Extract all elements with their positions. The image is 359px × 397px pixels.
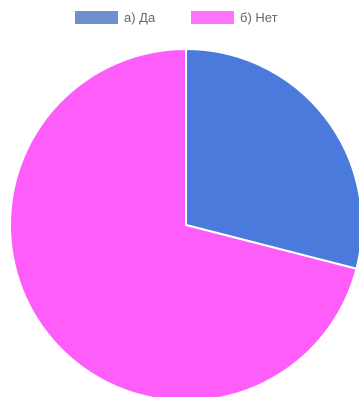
- legend: а) Да б) Нет: [75, 10, 278, 25]
- pie-slices: [9, 47, 359, 397]
- legend-swatch-no[interactable]: [191, 11, 234, 24]
- legend-swatch-yes[interactable]: [75, 11, 118, 24]
- legend-label-no[interactable]: б) Нет: [240, 10, 278, 25]
- pie-slice-yes[interactable]: [185, 47, 359, 270]
- legend-label-yes[interactable]: а) Да: [124, 10, 156, 25]
- pie-slice-no[interactable]: [9, 47, 358, 397]
